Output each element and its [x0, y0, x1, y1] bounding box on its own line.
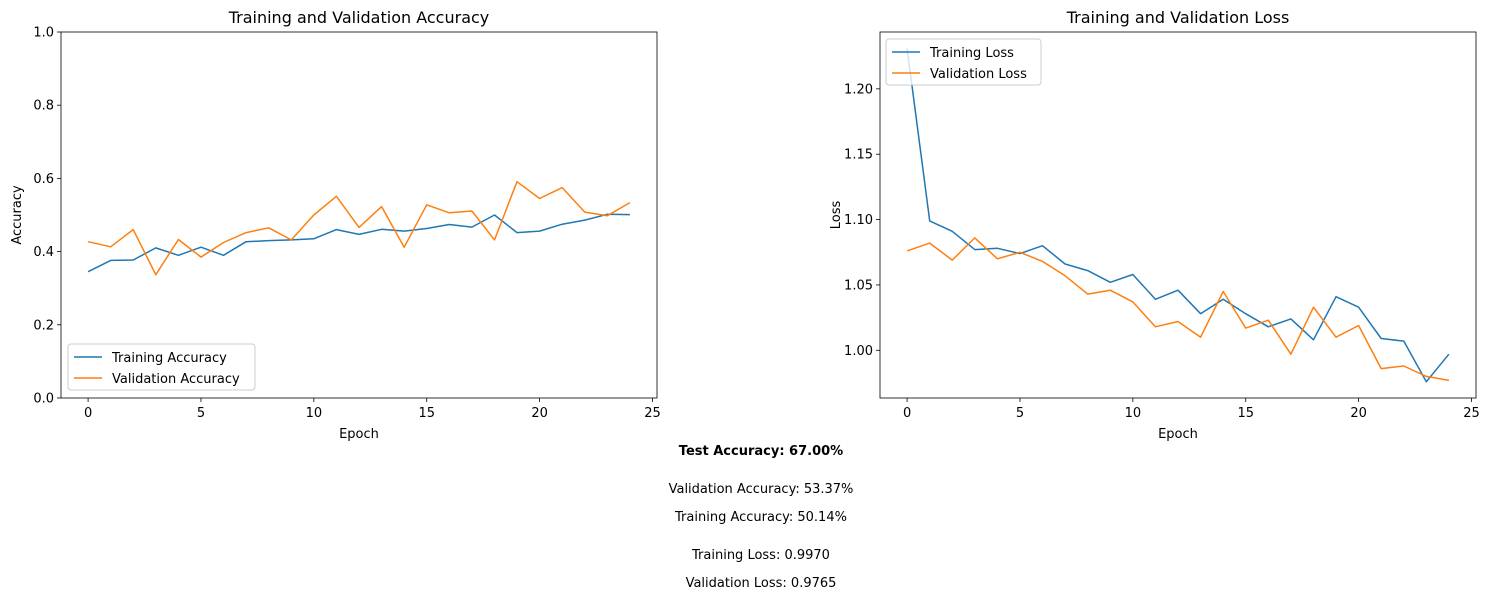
legend: Training Accuracy Validation Accuracy: [67, 343, 256, 391]
x-tick-label: 10: [306, 406, 323, 421]
x-tick-label: 10: [1125, 406, 1142, 421]
legend-label: Validation Loss: [930, 67, 1027, 82]
y-tick-label: 0.0: [33, 392, 54, 407]
y-tick-label: 1.15: [844, 148, 873, 163]
legend: Training Loss Validation Loss: [885, 38, 1042, 86]
y-tick-label: 1.05: [844, 278, 873, 293]
y-axis-label: Loss: [829, 201, 844, 230]
x-tick-label: 5: [1016, 406, 1024, 421]
validation-accuracy-text: Validation Accuracy: 53.37%: [668, 482, 854, 497]
x-tick-label: 0: [903, 406, 911, 421]
training-loss-text: Training Loss: 0.9970: [692, 548, 830, 563]
chart-2: Training and Validation Loss Epoch Loss 0 5 1…: [829, 8, 1480, 442]
x-tick-label: 20: [1350, 406, 1367, 421]
y-tick-label: 1.00: [844, 344, 873, 359]
plot-frame: [60, 31, 658, 399]
y-tick-label: 0.2: [33, 318, 54, 333]
test-accuracy-text: Test Accuracy: 67.00%: [678, 444, 844, 459]
y-tick-label: 0.8: [33, 99, 54, 114]
y-tick-label: 1.10: [844, 213, 873, 228]
y-axis-label: Accuracy: [10, 185, 25, 245]
chart-title: Training and Validation Accuracy: [228, 8, 490, 27]
series-line-validation-accuracy: [87, 180, 631, 276]
x-tick-label: 20: [531, 406, 548, 421]
chart-title: Training and Validation Loss: [1066, 8, 1290, 27]
validation-loss-text: Validation Loss: 0.9765: [685, 576, 837, 591]
x-tick-label: 25: [1463, 406, 1480, 421]
legend-box: [67, 343, 256, 391]
x-axis-label: Epoch: [1158, 427, 1198, 442]
x-tick-label: 25: [644, 406, 661, 421]
series-line-training-loss: [906, 48, 1450, 383]
y-tick-label: 0.4: [33, 245, 54, 260]
legend-label: Validation Accuracy: [112, 372, 240, 387]
legend-box: [885, 38, 1042, 86]
y-tick-label: 0.6: [33, 172, 54, 187]
y-tick-label: 1.0: [33, 26, 54, 41]
x-tick-label: 0: [84, 406, 92, 421]
x-axis-label: Epoch: [339, 427, 379, 442]
x-tick-label: 5: [197, 406, 205, 421]
legend-label: Training Accuracy: [111, 351, 227, 366]
training-accuracy-text: Training Accuracy: 50.14%: [675, 510, 847, 525]
y-tick-label: 1.20: [844, 82, 873, 97]
series-line-validation-loss: [906, 237, 1450, 382]
legend-label: Training Loss: [929, 46, 1014, 61]
plot-frame: [879, 31, 1477, 399]
x-tick-label: 15: [418, 406, 435, 421]
chart-1: Training and Validation Accuracy Epoch Acc…: [10, 8, 661, 442]
series-line-training-accuracy: [87, 213, 630, 273]
x-tick-label: 15: [1237, 406, 1254, 421]
